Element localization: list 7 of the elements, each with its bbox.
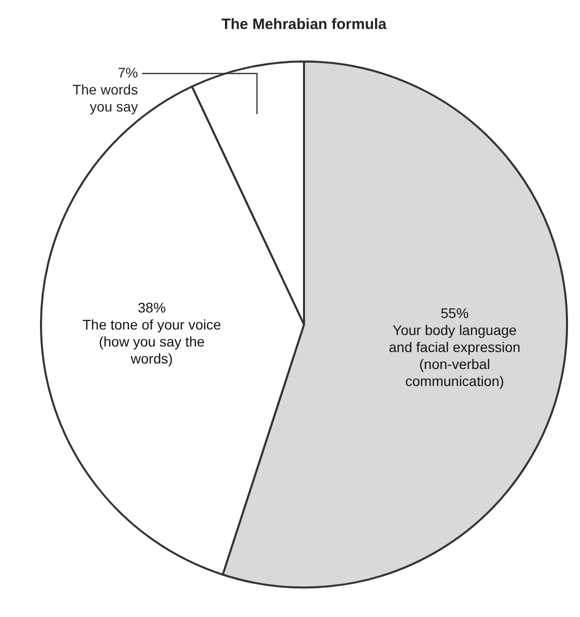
slice-label: The words you say xyxy=(72,81,138,114)
data-label: 55% xyxy=(440,305,469,322)
chart-title: The Mehrabian formula xyxy=(221,16,388,34)
data-label: 38% xyxy=(138,299,166,316)
slice-label: Your body language and facial expression (non-verbal communication) xyxy=(388,322,520,390)
data-label: 7% xyxy=(118,64,138,80)
slice-label: The tone of your voice (how you say the words) xyxy=(82,316,222,366)
